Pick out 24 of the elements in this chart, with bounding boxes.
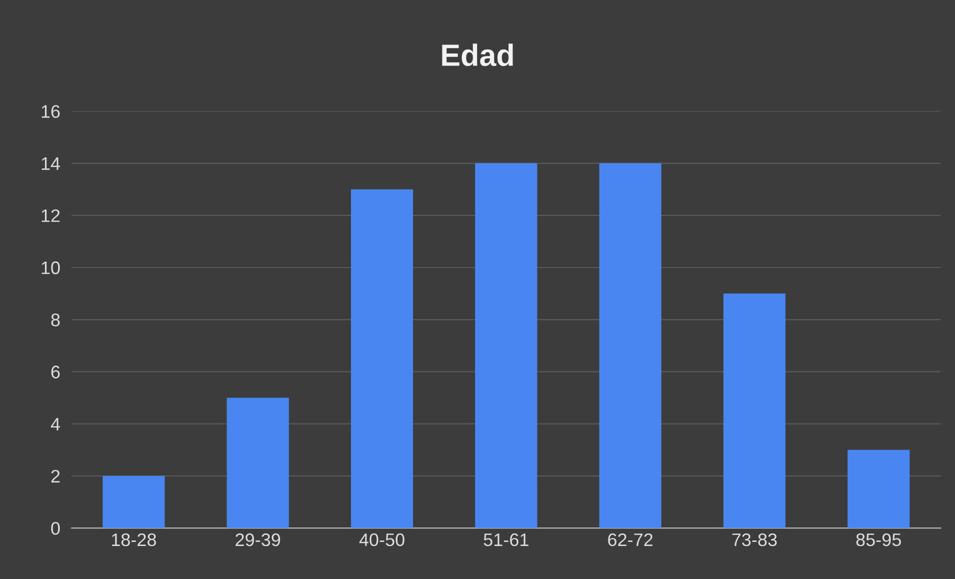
bar bbox=[350, 189, 414, 528]
bar bbox=[102, 476, 165, 528]
bar bbox=[475, 163, 538, 528]
y-tick-label: 12 bbox=[42, 209, 60, 222]
chart-title: Edad bbox=[442, 44, 513, 66]
y-tick-label: 10 bbox=[42, 261, 60, 274]
bar bbox=[599, 163, 662, 528]
bar bbox=[723, 294, 786, 528]
x-tick-label: 85-95 bbox=[856, 533, 901, 546]
y-tick-label: 4 bbox=[50, 418, 60, 430]
x-tick-label: 73-83 bbox=[732, 533, 777, 546]
x-tick-label: 51-61 bbox=[484, 533, 528, 546]
x-tick-label: 62-72 bbox=[608, 533, 652, 546]
x-tick-label: 18-28 bbox=[112, 533, 156, 546]
x-tick-label: 40-50 bbox=[359, 533, 404, 546]
y-tick-label: 0 bbox=[51, 522, 60, 535]
x-tick-label: 29-39 bbox=[236, 533, 280, 546]
bar bbox=[848, 450, 910, 528]
y-tick-label: 6 bbox=[51, 366, 60, 378]
y-tick-label: 14 bbox=[42, 157, 60, 170]
y-tick-label: 8 bbox=[51, 314, 60, 326]
bar bbox=[226, 398, 289, 528]
y-tick-label: 2 bbox=[51, 470, 60, 482]
y-tick-label: 16 bbox=[42, 105, 60, 118]
